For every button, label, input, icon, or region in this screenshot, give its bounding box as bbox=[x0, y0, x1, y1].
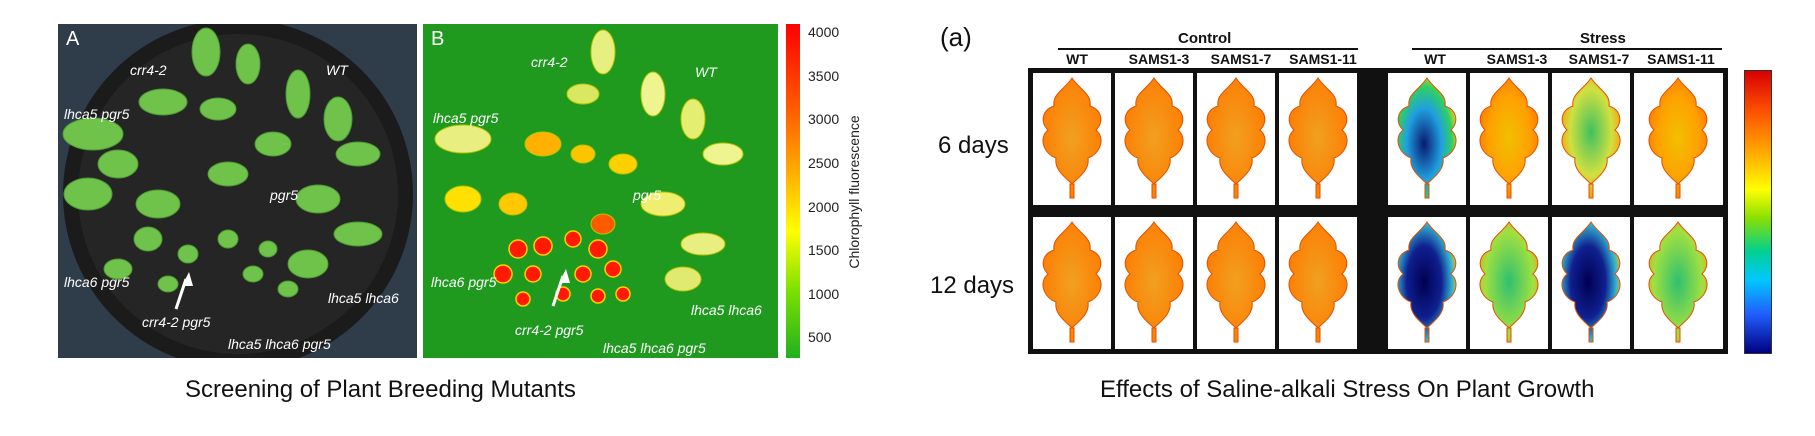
colorbar-tick: 2500 bbox=[808, 155, 840, 171]
label-lhca5-pgr5: lhca5 pgr5 bbox=[64, 106, 130, 122]
leaf-grid-drawing bbox=[1033, 73, 1723, 349]
label-lhca5-lhca6-pgr5: lhca5 lhca6 pgr5 bbox=[228, 336, 331, 352]
left-caption: Screening of Plant Breeding Mutants bbox=[185, 376, 576, 403]
leaf-image-grid bbox=[1028, 68, 1728, 354]
column-header: WT bbox=[1066, 51, 1088, 67]
colorbar-tick: 500 bbox=[808, 329, 832, 345]
label-lhca5-pgr5: lhca5 pgr5 bbox=[433, 110, 499, 126]
right-caption: Effects of Saline-alkali Stress On Plant… bbox=[1100, 376, 1595, 403]
chlorophyll-colorbar bbox=[786, 24, 800, 358]
label-crr4-2: crr4-2 bbox=[531, 54, 568, 70]
label-wt: WT bbox=[326, 62, 348, 78]
group-label-stress: Stress bbox=[1580, 30, 1626, 47]
label-crr4-2: crr4-2 bbox=[130, 62, 167, 78]
column-header: WT bbox=[1424, 51, 1446, 67]
colorbar-tick: 1000 bbox=[808, 286, 840, 302]
panel-b-fluorescence: B crr4-2 WT lhca5 pgr5 pgr5 lhca6 pgr5 l… bbox=[423, 24, 778, 358]
stress-colorbar bbox=[1744, 70, 1772, 354]
label-pgr5: pgr5 bbox=[270, 187, 299, 203]
column-header: SAMS1-7 bbox=[1568, 51, 1630, 67]
column-header: SAMS1-11 bbox=[1647, 51, 1715, 67]
panel-a-photo: A crr4-2 WT lhca5 pgr5 pgr5 lhca6 pgr5 l… bbox=[58, 24, 417, 358]
group-line-control bbox=[1058, 48, 1358, 50]
colorbar-tick: 4000 bbox=[808, 24, 840, 40]
panel-b-letter: B bbox=[431, 28, 445, 50]
label-lhca5-lhca6: lhca5 lhca6 bbox=[328, 290, 399, 306]
panel-a-letter: A bbox=[66, 28, 80, 50]
colorbar-tick: 2000 bbox=[808, 199, 840, 215]
label-crr4-2-pgr5: crr4-2 pgr5 bbox=[515, 322, 584, 338]
fluorescence-drawing bbox=[434, 29, 744, 307]
group-line-stress bbox=[1412, 48, 1722, 50]
colorbar-label: Chlorophyll fluorescence bbox=[846, 115, 862, 269]
label-crr4-2-pgr5: crr4-2 pgr5 bbox=[142, 314, 211, 330]
label-pgr5: pgr5 bbox=[633, 187, 662, 203]
column-header: SAMS1-11 bbox=[1289, 51, 1357, 67]
row-label-6-days: 6 days bbox=[938, 132, 1009, 159]
colorbar-tick: 3000 bbox=[808, 111, 840, 127]
label-lhca6-pgr5: lhca6 pgr5 bbox=[64, 274, 130, 290]
column-header: SAMS1-3 bbox=[1128, 51, 1190, 67]
label-lhca5-lhca6-pgr5: lhca5 lhca6 pgr5 bbox=[603, 340, 706, 356]
label-lhca5-lhca6: lhca5 lhca6 bbox=[691, 302, 762, 318]
plants-photo-drawing bbox=[62, 24, 413, 358]
group-label-control: Control bbox=[1178, 30, 1232, 47]
label-wt: WT bbox=[695, 64, 717, 80]
row-label-12-days: 12 days bbox=[930, 272, 1015, 299]
column-header: SAMS1-7 bbox=[1210, 51, 1272, 67]
colorbar-tick: 1500 bbox=[808, 242, 840, 258]
label-lhca6-pgr5: lhca6 pgr5 bbox=[431, 274, 497, 290]
column-header: SAMS1-3 bbox=[1486, 51, 1548, 67]
colorbar-tick: 3500 bbox=[808, 68, 840, 84]
figure-label: (a) bbox=[940, 22, 972, 52]
